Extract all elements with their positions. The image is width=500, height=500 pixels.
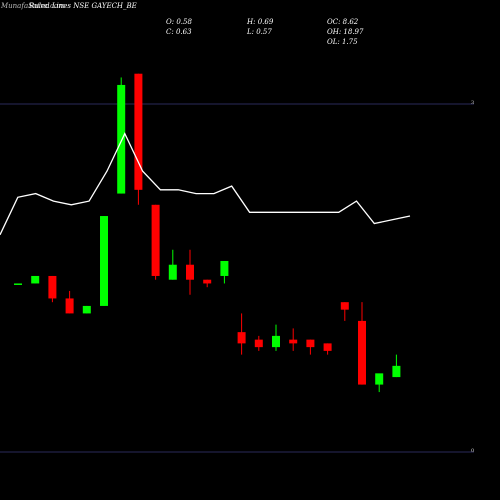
- line-series-group: [0, 132, 411, 236]
- ol-value: OL: 1.75: [327, 38, 358, 46]
- candle-body: [48, 275, 57, 299]
- candle-body: [358, 320, 366, 385]
- candle-body: [289, 339, 298, 344]
- title-line-a: MunafaSutra.com: [1, 2, 65, 10]
- axis-label-lower: 0: [471, 448, 475, 454]
- candle-body: [375, 373, 384, 385]
- oc-value: OC: 8.62: [327, 18, 359, 26]
- candle-body: [65, 298, 74, 314]
- candles-group: [14, 73, 401, 393]
- open-value: O: 0.58: [166, 18, 192, 26]
- candle-body: [254, 339, 263, 348]
- candle-body: [272, 335, 280, 348]
- high-value: H: 0.69: [247, 18, 274, 26]
- candle-body: [340, 302, 349, 310]
- candle-body: [117, 84, 126, 194]
- candle-body: [392, 365, 401, 378]
- candle-body: [186, 264, 194, 280]
- close-value: C: 0.63: [166, 28, 192, 36]
- oh-value: OH: 18.97: [327, 28, 364, 36]
- line-series: [0, 132, 411, 236]
- candle-body: [31, 275, 40, 284]
- candle-body: [82, 305, 91, 314]
- candle-body: [100, 216, 108, 306]
- candle-body: [323, 343, 332, 351]
- candle-body: [220, 260, 229, 276]
- low-value: L: 0.57: [247, 28, 272, 36]
- candle-body: [168, 264, 177, 280]
- title-overlay: MunafaSutra.com Ruled Lines NSE GAYECH_B…: [1, 2, 137, 10]
- candle-body: [203, 279, 212, 284]
- candle-body: [14, 283, 22, 285]
- candle-body: [151, 204, 160, 276]
- candle-body: [237, 332, 246, 344]
- title-line-b: Ruled Lines NSE GAYECH_BE: [29, 2, 137, 10]
- candle-body: [306, 339, 315, 348]
- candle-body: [134, 73, 143, 190]
- axis-label-upper: 3: [471, 100, 475, 106]
